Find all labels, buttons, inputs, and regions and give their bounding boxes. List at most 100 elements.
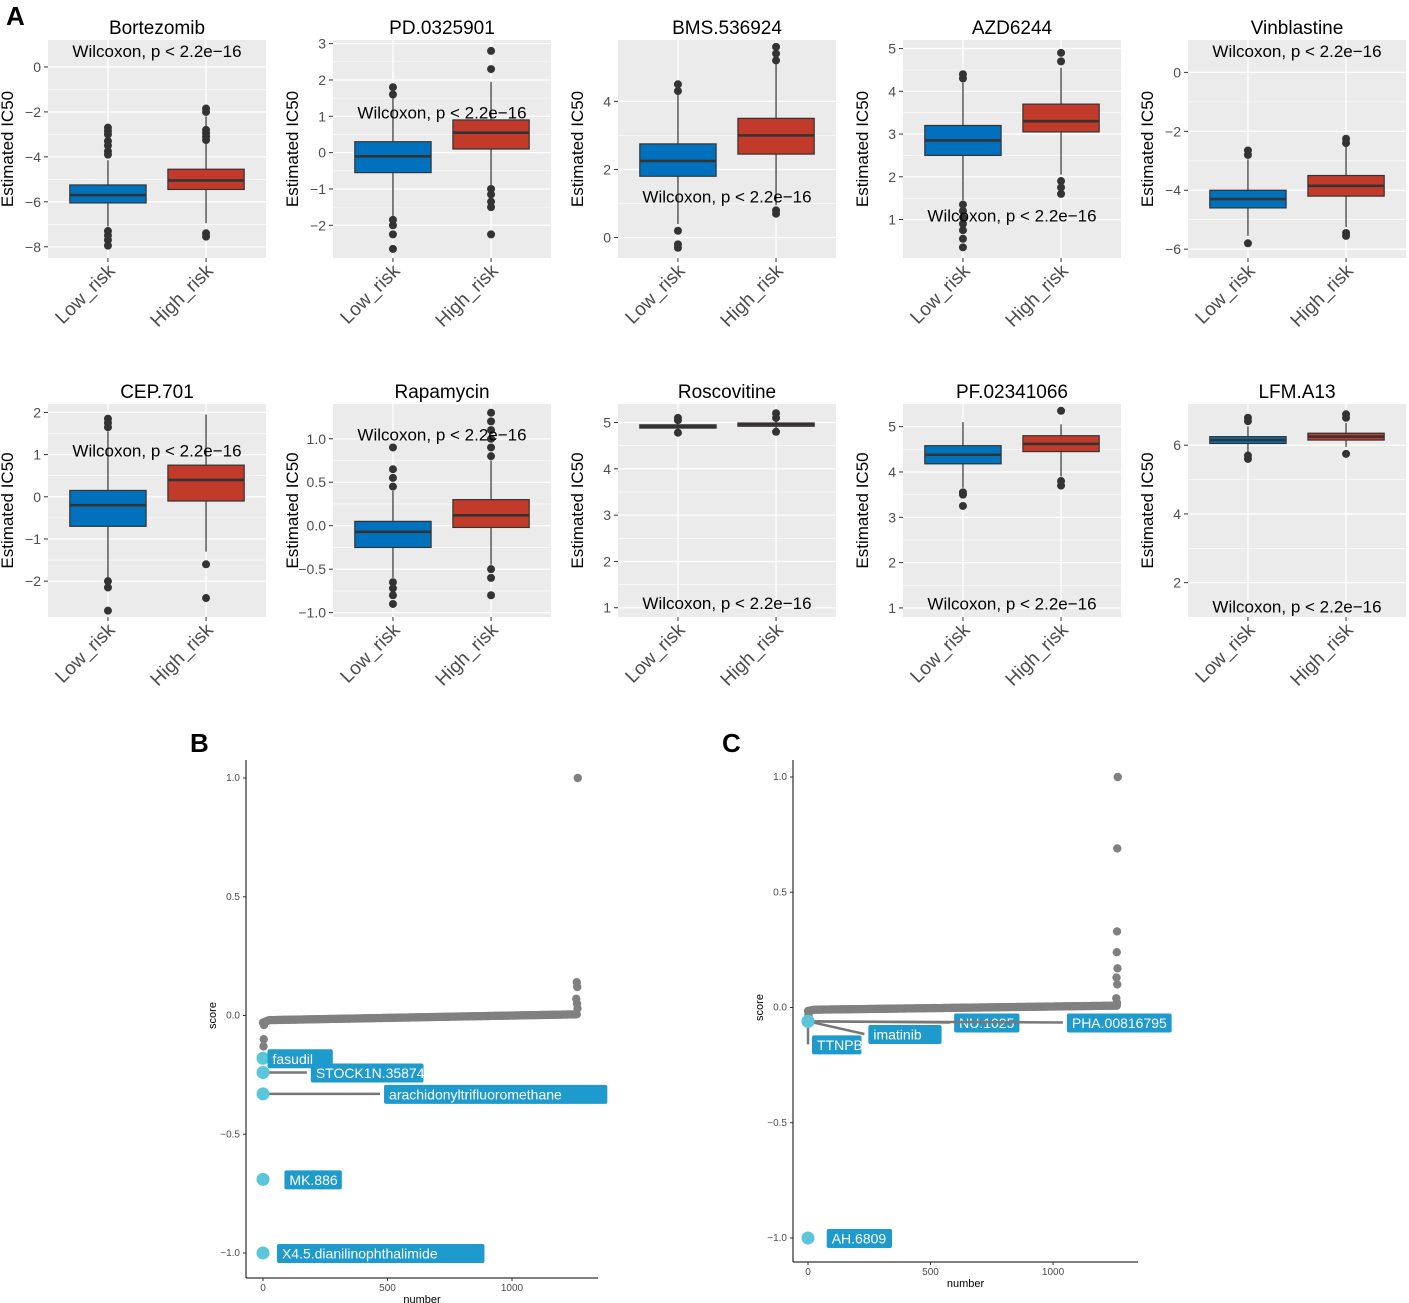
- y-tick-label: 0.0: [307, 518, 327, 534]
- outlier-point: [1057, 177, 1066, 186]
- label-text: imatinib: [873, 1027, 921, 1043]
- label-text: fasudil: [272, 1051, 312, 1067]
- outlier-point: [487, 443, 496, 452]
- wilcoxon-annotation: Wilcoxon, p < 2.2e−16: [72, 42, 241, 61]
- label-box: [812, 1035, 862, 1055]
- score-point: [260, 1018, 269, 1027]
- y-axis-label: score: [207, 1002, 219, 1029]
- panel-title: Bortezomib: [109, 18, 205, 39]
- outlier-point: [673, 80, 682, 89]
- y-tick-label: 1: [603, 600, 611, 616]
- outlier-point: [487, 452, 496, 461]
- boxplot-panel-6: 2 1 0 −1 −2 Wilcoxon, p < 2.2e−16 CEP.701 Estim…: [0, 382, 266, 691]
- outlier-point: [103, 414, 112, 423]
- outlier-point: [487, 190, 496, 199]
- outlier-point: [1243, 454, 1252, 463]
- x-category-label: Low_risk: [622, 260, 690, 328]
- wilcoxon-annotation: Wilcoxon, p < 2.2e−16: [927, 206, 1096, 225]
- outlier-point: [1243, 239, 1252, 248]
- label-box: [868, 1025, 942, 1045]
- label-box: [1066, 1013, 1172, 1033]
- x-category-label: High_risk: [432, 260, 503, 331]
- box-low-risk: [1209, 413, 1287, 463]
- wilcoxon-annotation: Wilcoxon, p < 2.2e−16: [357, 425, 526, 444]
- panel-title: Vinblastine: [1251, 18, 1344, 39]
- panel-background: [48, 40, 266, 258]
- y-tick-label: −1.0: [220, 1248, 240, 1259]
- outlier-point: [1057, 189, 1066, 198]
- highlight-point: [256, 1066, 270, 1079]
- outlier-point: [388, 221, 397, 230]
- y-tick-label: 0: [33, 59, 41, 75]
- scatter-panel-b: 1.0 0.5 0.0 −0.5 −1.0 0 500 1000 number score fasu…: [207, 760, 608, 1303]
- drug-label-pha-00816795: PHA.00816795: [801, 1013, 1172, 1033]
- box-iqr: [452, 119, 530, 150]
- x-category-label: High_risk: [717, 619, 788, 690]
- panel-title: LFM.A13: [1258, 382, 1335, 403]
- boxplot-panel-1: 0 −2 −4 −6 −8 Wilcoxon, p < 2.2e−16 Bortezomib…: [0, 18, 266, 332]
- drug-label-stock1n-35874: STOCK1N.35874: [256, 1063, 425, 1083]
- y-axis-label: Estimated IC50: [283, 91, 302, 207]
- outlier-point: [1243, 417, 1252, 426]
- x-category-label: Low_risk: [622, 619, 690, 687]
- y-tick-label: 3: [888, 509, 896, 525]
- score-point: [573, 1004, 582, 1013]
- outlier-point: [958, 501, 967, 510]
- outlier-point: [388, 443, 397, 452]
- score-point: [1112, 973, 1121, 982]
- panel-title: CEP.701: [120, 382, 194, 403]
- outlier-point: [772, 413, 781, 422]
- box-high-risk: [452, 46, 530, 239]
- box-low-risk: [924, 70, 1002, 252]
- y-axis-label: Estimated IC50: [853, 452, 872, 568]
- y-tick-label: −0.5: [767, 1118, 787, 1129]
- y-tick-label: 0.5: [773, 887, 787, 898]
- boxplot-panel-2: 3 2 1 0 −1 −2 Wilcoxon, p < 2.2e−16 PD.0325901 E…: [283, 18, 551, 332]
- outlier-point: [388, 578, 397, 587]
- panel-title: Rapamycin: [394, 382, 489, 403]
- highlight-point: [801, 1014, 815, 1028]
- label-text: TTNPB: [817, 1037, 863, 1053]
- score-points: [803, 772, 1122, 1019]
- outlier-point: [487, 565, 496, 574]
- box-low-risk: [69, 123, 147, 250]
- score-point: [1113, 844, 1122, 853]
- outlier-point: [487, 408, 496, 417]
- box-low-risk: [354, 443, 432, 608]
- box-low-risk: [639, 413, 717, 437]
- outlier-point: [202, 560, 211, 569]
- outlier-point: [487, 46, 496, 55]
- outlier-point: [103, 236, 112, 245]
- y-tick-label: −1.0: [298, 605, 326, 621]
- outlier-point: [103, 141, 112, 150]
- x-axis-label: number: [403, 1294, 441, 1303]
- x-category-label: High_risk: [1002, 260, 1073, 331]
- x-category-label: Low_risk: [1192, 260, 1260, 328]
- y-tick-label: 2: [603, 161, 611, 177]
- x-category-label: High_risk: [1287, 619, 1358, 690]
- label-text: AH.6809: [832, 1231, 887, 1247]
- score-point: [1112, 947, 1121, 957]
- outlier-point: [958, 200, 967, 209]
- box-high-risk: [737, 42, 815, 218]
- x-category-label: High_risk: [1002, 619, 1073, 690]
- outlier-point: [487, 417, 496, 426]
- score-point: [1113, 772, 1122, 782]
- y-tick-label: 0.0: [226, 1011, 240, 1022]
- y-tick-label: 5: [888, 419, 896, 435]
- y-tick-label: 4: [888, 464, 896, 480]
- y-tick-label: 3: [603, 507, 611, 523]
- y-tick-label: 1: [888, 600, 896, 616]
- wilcoxon-annotation: Wilcoxon, p < 2.2e−16: [357, 104, 526, 123]
- outlier-point: [958, 243, 967, 252]
- outlier-point: [1342, 139, 1351, 148]
- outlier-point: [487, 65, 496, 74]
- y-axis-label: Estimated IC50: [853, 91, 872, 207]
- panel-title: PD.0325901: [389, 18, 495, 39]
- outlier-point: [487, 203, 496, 212]
- outlier-point: [772, 49, 781, 58]
- outlier-point: [103, 577, 112, 586]
- panel-label-a: A: [6, 1, 25, 31]
- y-axis-label: Estimated IC50: [1138, 91, 1157, 207]
- outlier-point: [772, 209, 781, 218]
